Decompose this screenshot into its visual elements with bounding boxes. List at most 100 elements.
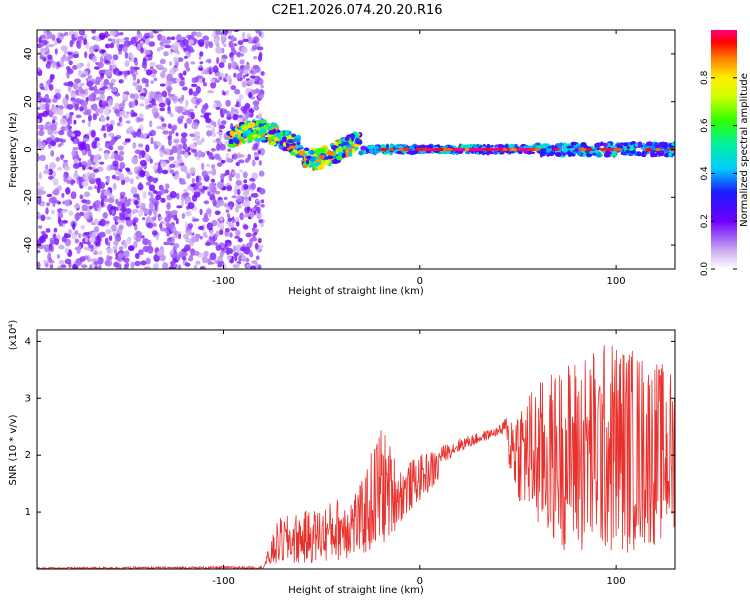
- heatmap-speck: [374, 150, 380, 154]
- heatmap-speck: [168, 266, 174, 269]
- heatmap-speck: [286, 138, 295, 144]
- heatmap-speck: [215, 30, 221, 36]
- heatmap-speck: [191, 177, 195, 184]
- heatmap-speck: [211, 219, 218, 227]
- heatmap-speck: [160, 160, 167, 168]
- heatmap-speck: [106, 126, 112, 133]
- heatmap-speck: [153, 144, 159, 150]
- heatmap-speck: [39, 154, 46, 162]
- heatmap-speck: [368, 149, 374, 154]
- heatmap-speck: [108, 235, 113, 241]
- heatmap-speck: [177, 57, 184, 63]
- heatmap-speck: [118, 51, 122, 55]
- heatmap-speck: [183, 192, 190, 197]
- heatmap-speck: [59, 117, 67, 126]
- heatmap-speck: [53, 94, 59, 99]
- heatmap-speck: [164, 216, 171, 223]
- heatmap-speck: [191, 31, 198, 36]
- colorbar-tick-label: 0.4: [700, 166, 710, 181]
- heatmap-speck: [139, 96, 146, 100]
- heatmap-speck: [254, 138, 263, 142]
- heatmap-speck: [119, 150, 125, 156]
- heatmap-speck: [98, 181, 106, 190]
- heatmap-speck: [124, 138, 131, 143]
- heatmap-speck: [72, 222, 76, 231]
- heatmap-speck: [69, 40, 74, 48]
- heatmap-speck: [237, 188, 241, 196]
- heatmap-speck: [37, 249, 41, 254]
- heatmap-speck: [187, 257, 194, 262]
- heatmap-speck: [132, 142, 137, 149]
- heatmap-speck: [215, 138, 221, 142]
- heatmap-speck: [249, 251, 254, 258]
- heatmap-speck: [244, 129, 252, 135]
- heatmap-speck: [252, 228, 260, 233]
- heatmap-speck: [201, 106, 206, 114]
- heatmap-speck: [558, 142, 564, 147]
- heatmap-speck: [70, 179, 75, 186]
- heatmap-speck: [79, 256, 86, 262]
- heatmap-speck: [305, 159, 309, 165]
- heatmap-speck: [596, 143, 601, 147]
- heatmap-speck: [115, 252, 119, 258]
- heatmap-speck: [121, 179, 126, 186]
- heatmap-speck: [251, 45, 258, 51]
- heatmap-speck: [129, 93, 135, 99]
- heatmap-speck: [233, 187, 237, 196]
- heatmap-speck: [147, 191, 152, 196]
- heatmap-speck: [88, 244, 94, 249]
- heatmap-speck: [249, 75, 257, 79]
- heatmap-speck: [97, 62, 104, 69]
- heatmap-speck: [239, 212, 244, 221]
- heatmap-speck: [151, 73, 156, 78]
- heatmap-speck: [165, 97, 169, 104]
- heatmap-speck: [216, 56, 220, 65]
- heatmap-speck: [68, 210, 74, 216]
- heatmap-speck: [112, 182, 117, 191]
- heatmap-speck: [144, 171, 150, 177]
- heatmap-speck: [241, 125, 249, 131]
- heatmap-speck: [84, 51, 88, 59]
- heatmap-speck: [100, 198, 104, 207]
- heatmap-speck: [93, 168, 99, 173]
- heatmap-speck: [425, 150, 432, 154]
- heatmap-speck: [97, 256, 104, 265]
- heatmap-speck: [57, 211, 64, 219]
- colorbar: 0.0 0.2 0.4 0.6 0.8 Normalized spectral ampl…: [700, 30, 750, 276]
- heatmap-speck: [70, 191, 77, 200]
- heatmap-speck: [136, 30, 141, 35]
- heatmap-speck: [159, 58, 166, 65]
- heatmap-speck: [205, 208, 212, 215]
- heatmap-speck: [201, 170, 208, 178]
- heatmap-speck: [82, 149, 86, 156]
- heatmap-speck: [257, 54, 263, 62]
- heatmap-speck: [173, 243, 180, 249]
- heatmap-speck: [169, 113, 174, 118]
- heatmap-speck: [175, 218, 179, 225]
- heatmap-speck: [73, 119, 77, 125]
- heatmap-speck: [226, 116, 232, 120]
- heatmap-speck: [67, 229, 73, 235]
- heatmap-speck: [120, 194, 125, 199]
- heatmap-speck: [668, 152, 672, 157]
- heatmap-speck: [88, 166, 93, 170]
- heatmap-speck: [87, 171, 91, 177]
- heatmap-speck: [139, 170, 146, 178]
- heatmap-speck: [84, 237, 89, 243]
- heatmap-speck: [194, 104, 198, 109]
- heatmap-speck: [117, 145, 124, 151]
- heatmap-speck: [137, 42, 141, 51]
- heatmap-speck: [52, 115, 58, 121]
- heatmap-speck: [113, 247, 117, 254]
- heatmap-speck: [100, 116, 106, 123]
- heatmap-speck: [244, 69, 249, 75]
- heatmap-speck: [48, 243, 53, 251]
- heatmap-speck: [217, 199, 225, 207]
- heatmap-speck: [199, 208, 203, 216]
- heatmap-speck: [207, 58, 212, 64]
- heatmap-speck: [38, 225, 43, 229]
- heatmap-speck: [58, 130, 65, 136]
- heatmap-speck: [220, 159, 226, 163]
- heatmap-speck: [91, 258, 99, 262]
- heatmap-speck: [93, 218, 99, 226]
